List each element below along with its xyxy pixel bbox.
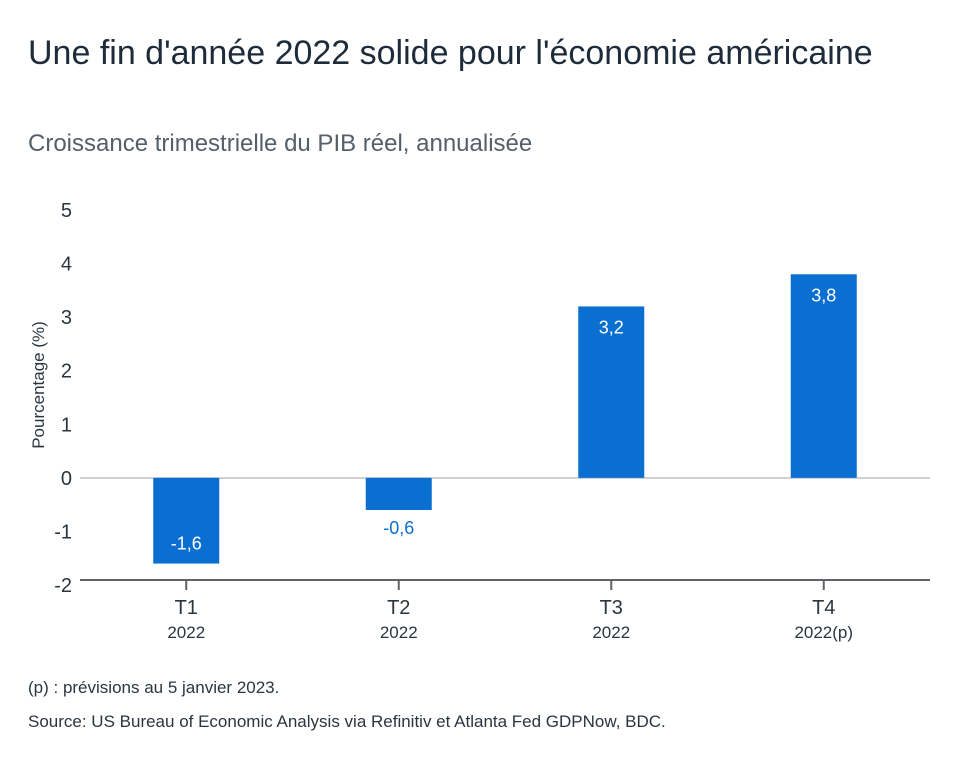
bar-t4 bbox=[790, 274, 857, 478]
x-tick-sublabel: 2022 bbox=[167, 623, 205, 642]
bar-t3 bbox=[578, 306, 645, 478]
y-tick-label: 0 bbox=[61, 468, 72, 490]
y-tick-label: 1 bbox=[61, 414, 72, 436]
x-tick-label: T2 bbox=[387, 597, 410, 619]
chart-title: Une fin d'année 2022 solide pour l'écono… bbox=[28, 34, 873, 72]
y-tick-label: 5 bbox=[61, 200, 72, 222]
x-tick-label: T4 bbox=[812, 597, 835, 619]
chart-subtitle: Croissance trimestrielle du PIB réel, an… bbox=[28, 130, 533, 157]
x-tick-label: T3 bbox=[600, 597, 623, 619]
y-tick-label: -2 bbox=[54, 575, 72, 597]
y-tick-label: 3 bbox=[61, 307, 72, 329]
x-tick-sublabel: 2022 bbox=[380, 623, 418, 642]
x-tick-sublabel: 2022 bbox=[592, 623, 630, 642]
x-tick-label: T1 bbox=[175, 597, 198, 619]
y-tick-label: -1 bbox=[54, 521, 72, 543]
x-axis-ticks: T1 2022 T2 2022 T3 2022 T4 2022(p) bbox=[167, 580, 853, 642]
forecast-note: (p) : prévisions au 5 janvier 2023. bbox=[28, 678, 280, 697]
source-note: Source: US Bureau of Economic Analysis v… bbox=[28, 712, 666, 731]
bar-t1 bbox=[153, 477, 220, 564]
bar-value-label: 3,2 bbox=[599, 317, 624, 337]
y-axis-ticks: 5 4 3 2 1 0 -1 -2 bbox=[54, 200, 72, 597]
bar-t2 bbox=[365, 477, 432, 510]
x-tick-sublabel: 2022(p) bbox=[794, 623, 853, 642]
y-tick-label: 4 bbox=[61, 254, 72, 276]
y-tick-label: 2 bbox=[61, 361, 72, 383]
bar-value-label: -0,6 bbox=[383, 518, 414, 538]
bar-value-label: -1,6 bbox=[171, 534, 202, 554]
y-axis-label: Pourcentage (%) bbox=[29, 321, 48, 449]
bars-group: -1,6 -0,6 3,2 3,8 bbox=[153, 274, 857, 564]
bar-value-label: 3,8 bbox=[811, 285, 836, 305]
